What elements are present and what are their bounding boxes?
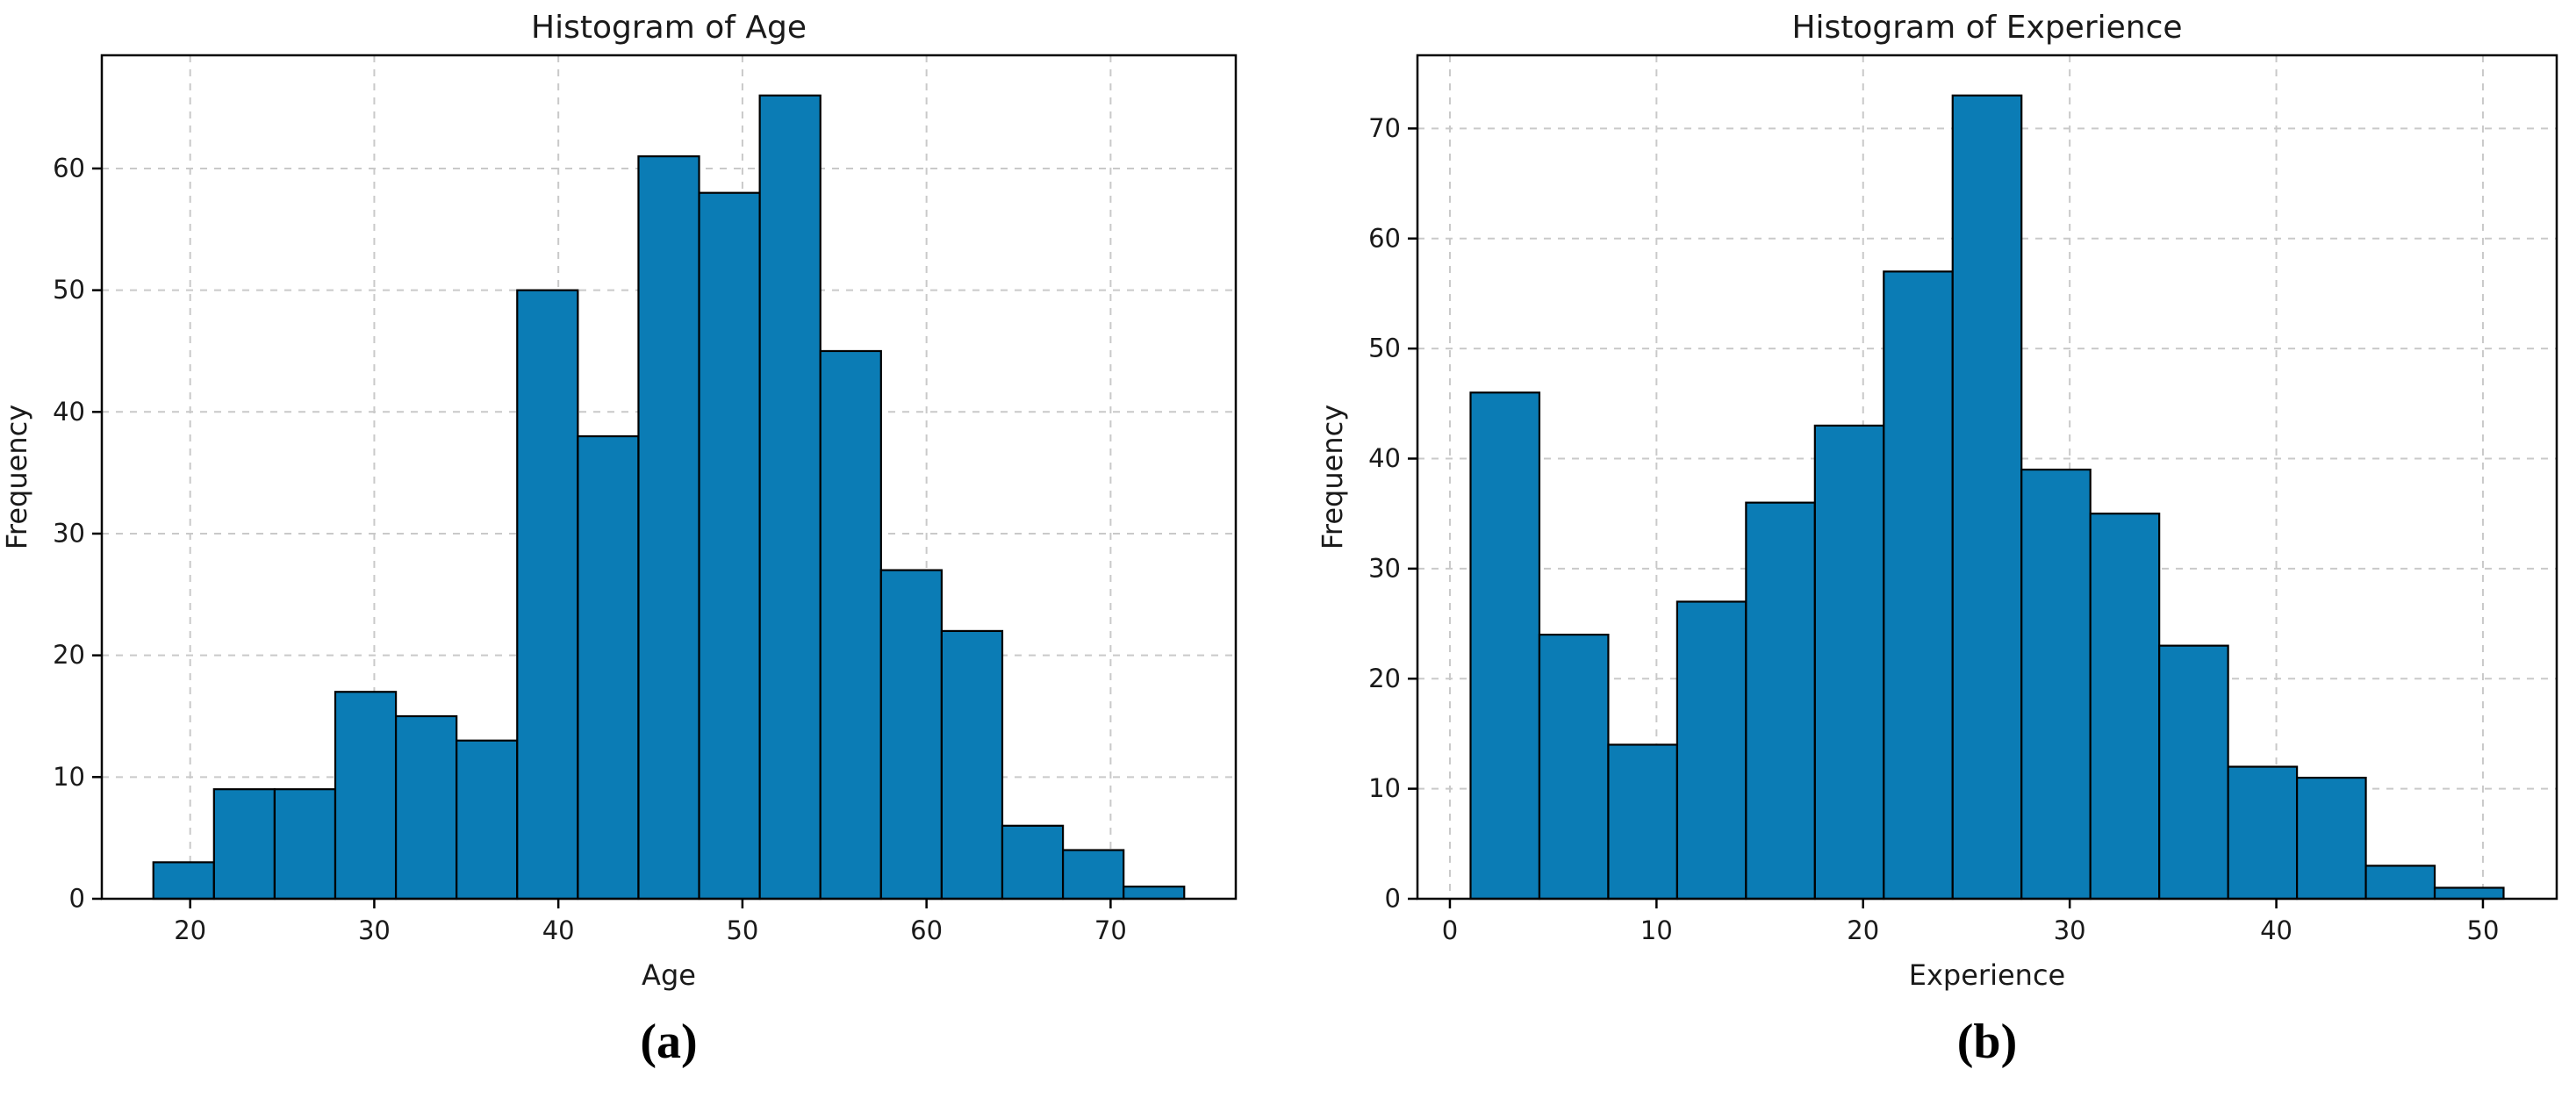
- experience-histogram-panel: 0 10 20 30 40 50 0 10 20 30 40 50 60 70 Histogram of E…: [1288, 0, 2576, 1098]
- histogram-bar: [212, 788, 276, 901]
- x-axis-label: Age: [642, 958, 696, 992]
- y-tick-label: 0: [1385, 884, 1401, 914]
- x-tick-label: 10: [1640, 915, 1673, 945]
- y-tick-label: 60: [1368, 223, 1401, 253]
- caption-a: (a): [640, 1015, 698, 1069]
- histogram-bar: [2295, 776, 2367, 901]
- histogram-bar: [1469, 391, 1541, 901]
- histogram-bar: [819, 349, 882, 901]
- y-tick-label: 30: [1368, 553, 1401, 583]
- x-tick-label: 20: [174, 915, 206, 945]
- histogram-bar: [1883, 270, 1954, 901]
- histogram-bar: [879, 569, 944, 901]
- chart-title: Histogram of Age: [531, 10, 807, 46]
- histogram-bar: [1538, 633, 1610, 901]
- x-tick-label: 0: [1442, 915, 1458, 945]
- histogram-bar: [577, 434, 640, 901]
- y-axis-label: Frequency: [1316, 405, 1349, 549]
- histogram-bar: [334, 691, 398, 901]
- y-tick-label: 0: [69, 884, 85, 914]
- histogram-bar: [1813, 424, 1885, 901]
- x-tick-label: 70: [1094, 915, 1127, 945]
- histogram-bar: [516, 289, 579, 901]
- histogram-bar: [698, 191, 761, 901]
- y-tick-label: 40: [1368, 443, 1401, 473]
- x-tick-label: 50: [2467, 915, 2500, 945]
- histogram-bar: [2433, 886, 2505, 901]
- histogram-bar: [273, 788, 337, 901]
- y-tick-label: 50: [1368, 334, 1401, 363]
- y-tick-label: 50: [53, 275, 85, 305]
- x-axis-label: Experience: [1909, 958, 2065, 992]
- caption-b: (b): [1956, 1015, 2018, 1069]
- histogram-bar: [1607, 743, 1678, 901]
- y-tick-label: 60: [53, 154, 85, 183]
- x-tick-label: 40: [542, 915, 575, 945]
- histogram-bar: [1745, 501, 1816, 901]
- histogram-bar: [2020, 468, 2092, 901]
- histogram-bar: [394, 714, 458, 901]
- histogram-bar: [2364, 865, 2436, 901]
- histogram-bar: [1951, 94, 2023, 901]
- histogram-bar: [1001, 824, 1065, 901]
- histogram-bar: [2227, 765, 2299, 901]
- histogram-bar: [637, 154, 700, 901]
- histogram-bar: [1675, 600, 1747, 901]
- x-tick-label: 60: [910, 915, 943, 945]
- histogram-bar: [152, 861, 215, 901]
- x-tick-label: 40: [2260, 915, 2293, 945]
- histogram-bar: [2089, 513, 2161, 901]
- y-tick-label: 20: [1368, 664, 1401, 693]
- x-tick-label: 30: [358, 915, 391, 945]
- x-tick-label: 20: [1847, 915, 1879, 945]
- histogram-bar: [456, 739, 519, 901]
- y-tick-label: 70: [1368, 113, 1401, 143]
- y-axis-label: Frequency: [0, 405, 33, 549]
- histogram-bar: [758, 94, 822, 901]
- y-tick-label: 30: [53, 519, 85, 549]
- y-tick-label: 20: [53, 640, 85, 670]
- chart-title: Histogram of Experience: [1791, 10, 2182, 46]
- experience-histogram-chart: 0 10 20 30 40 50 0 10 20 30 40 50 60 70 Histogram of E…: [1316, 10, 2558, 992]
- y-tick-label: 40: [53, 397, 85, 427]
- histogram-bar: [2158, 644, 2229, 901]
- histogram-bar: [940, 629, 1004, 901]
- x-tick-label: 50: [726, 915, 758, 945]
- y-tick-label: 10: [53, 762, 85, 792]
- plot-frame: [1416, 54, 2558, 901]
- histogram-bar: [1061, 849, 1125, 901]
- age-histogram-panel: 20 30 40 50 60 70 0 10 20 30 40 50 60 Histogram of Ag…: [0, 10, 1238, 992]
- y-tick-label: 10: [1368, 773, 1401, 803]
- plot-frame: [100, 54, 1238, 901]
- histogram-bar: [1123, 886, 1186, 901]
- x-tick-label: 30: [2054, 915, 2086, 945]
- age-histogram-chart: 20 30 40 50 60 70 0 10 20 30 40 50 60 Histogram of Ag…: [0, 10, 1238, 992]
